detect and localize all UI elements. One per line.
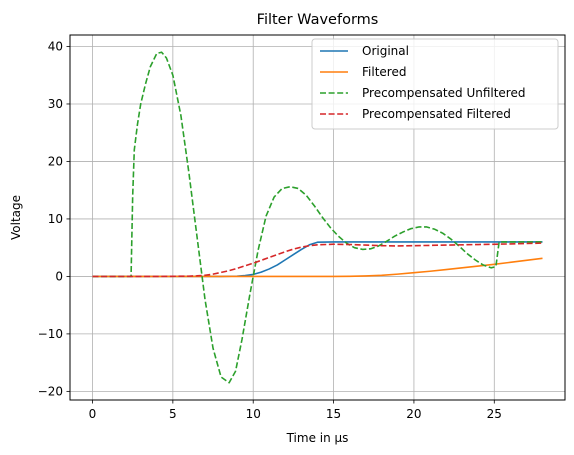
x-tick-label: 0 [89, 407, 97, 421]
x-axis-ticks: 0 5 10 15 20 25 [89, 400, 502, 421]
series-line-precompensated-unfiltered [92, 51, 543, 384]
legend-box [311, 38, 559, 130]
legend-label: Original [362, 44, 409, 58]
chart-title: Filter Waveforms [257, 12, 379, 28]
y-tick-label: 20 [48, 154, 63, 168]
y-tick-label: 40 [48, 39, 63, 53]
y-tick-label: −10 [38, 327, 63, 341]
y-tick-label: 30 [48, 97, 63, 111]
x-tick-label: 5 [169, 407, 177, 421]
legend: Original Filtered Precompensated Unfiltere… [311, 38, 559, 130]
series-line-precompensated-filtered [92, 242, 543, 278]
series-line-filtered [92, 257, 543, 278]
y-tick-label: −20 [38, 384, 63, 398]
y-tick-label: 0 [55, 269, 63, 283]
legend-label: Precompensated Filtered [362, 107, 511, 121]
x-axis-label: Time in µs [286, 431, 349, 445]
plot-frame [69, 34, 566, 401]
y-axis-label: Voltage [9, 195, 23, 240]
x-tick-label: 20 [406, 407, 421, 421]
x-tick-label: 15 [326, 407, 341, 421]
y-tick-label: 10 [48, 212, 63, 226]
x-tick-label: 10 [246, 407, 261, 421]
y-axis-ticks: −20 −10 0 10 20 30 40 [38, 39, 70, 398]
x-tick-label: 25 [487, 407, 502, 421]
legend-label: Filtered [362, 65, 406, 79]
series-lines [92, 51, 543, 384]
legend-label: Precompensated Unfiltered [362, 86, 525, 100]
